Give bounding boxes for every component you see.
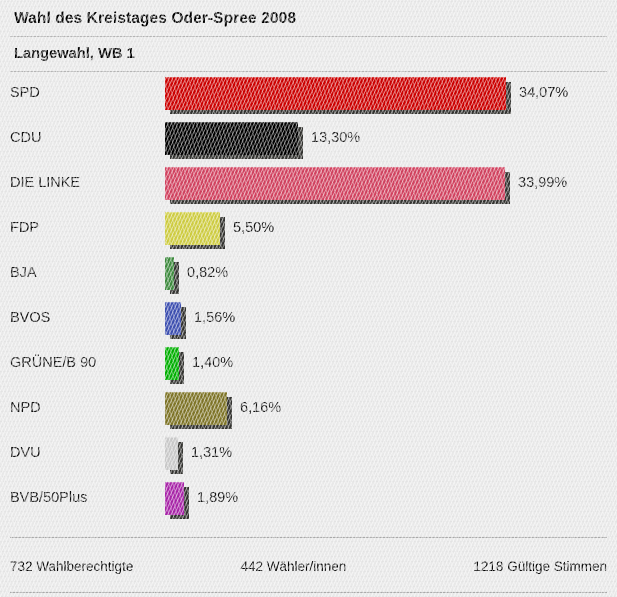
bar-value-label: 1,89%: [197, 490, 239, 506]
party-bar: [165, 302, 181, 335]
bar-value-label: 0,82%: [187, 265, 229, 281]
bar-value-label: 1,40%: [192, 355, 234, 371]
bar-container: [165, 77, 511, 114]
page-subtitle-bar: Langewahl, WB 1: [0, 37, 617, 71]
party-bar: [165, 257, 174, 290]
bar-value-label: 1,56%: [194, 310, 236, 326]
bar-container: [165, 122, 303, 159]
party-bar: [165, 212, 220, 245]
footer-top-divider: [10, 537, 607, 538]
footer-voters: 442 Wähler/innen: [240, 559, 347, 574]
bar-container: [165, 212, 225, 249]
bar-container: [165, 347, 184, 384]
party-label: BJA: [10, 265, 37, 281]
chart-row: BVB/50Plus 1,89%: [0, 477, 617, 522]
footer-valid-votes: 1218 Gültige Stimmen: [473, 559, 607, 574]
bar-value-label: 1,31%: [191, 445, 233, 461]
bar-value-label: 33,99%: [518, 175, 568, 191]
bar-value-label: 5,50%: [233, 220, 275, 236]
results-bar-chart: SPD 34,07% CDU 13,30% DIE LINKE 33,99% FDP 5,50…: [0, 72, 617, 519]
chart-row: GRÜNE/B 90 1,40%: [0, 342, 617, 387]
bar-container: [165, 257, 179, 294]
bar-value-label: 6,16%: [240, 400, 282, 416]
footer-bottom-divider: [10, 592, 607, 593]
bar-value-label: 13,30%: [311, 130, 361, 146]
bar-container: [165, 392, 232, 429]
bar-container: [165, 167, 510, 204]
party-bar: [165, 347, 179, 380]
page-subtitle: Langewahl, WB 1: [14, 46, 135, 62]
chart-row: DIE LINKE 33,99%: [0, 162, 617, 207]
chart-row: FDP 5,50%: [0, 207, 617, 252]
chart-row: NPD 6,16%: [0, 387, 617, 432]
title-divider: [10, 36, 607, 37]
party-bar: [165, 122, 298, 155]
chart-row: DVU 1,31%: [0, 432, 617, 477]
bar-value-label: 34,07%: [519, 85, 569, 101]
party-bar: [165, 77, 506, 110]
party-bar: [165, 437, 178, 470]
party-label: FDP: [10, 220, 39, 236]
party-bar: [165, 392, 227, 425]
page-title: Wahl des Kreistages Oder-Spree 2008: [14, 10, 297, 27]
bar-container: [165, 302, 186, 339]
chart-row: SPD 34,07%: [0, 72, 617, 117]
subtitle-divider: [10, 71, 607, 72]
party-label: CDU: [10, 130, 42, 146]
chart-row: BVOS 1,56%: [0, 297, 617, 342]
party-bar: [165, 167, 505, 200]
party-label: DIE LINKE: [10, 175, 81, 191]
party-bar: [165, 482, 184, 515]
party-label: SPD: [10, 85, 40, 101]
bar-container: [165, 482, 189, 519]
chart-row: CDU 13,30%: [0, 117, 617, 162]
party-label: GRÜNE/B 90: [10, 355, 97, 371]
bar-shadow: [170, 262, 179, 294]
footer-eligible-voters: 732 Wahlberechtigte: [10, 559, 134, 574]
chart-footer: 732 Wahlberechtigte 442 Wähler/innen 121…: [0, 537, 617, 597]
party-label: BVOS: [10, 310, 51, 326]
party-label: DVU: [10, 445, 41, 461]
bar-container: [165, 437, 183, 474]
page-title-bar: Wahl des Kreistages Oder-Spree 2008: [0, 0, 617, 36]
chart-row: BJA 0,82%: [0, 252, 617, 297]
party-label: NPD: [10, 400, 41, 416]
party-label: BVB/50Plus: [10, 490, 88, 506]
